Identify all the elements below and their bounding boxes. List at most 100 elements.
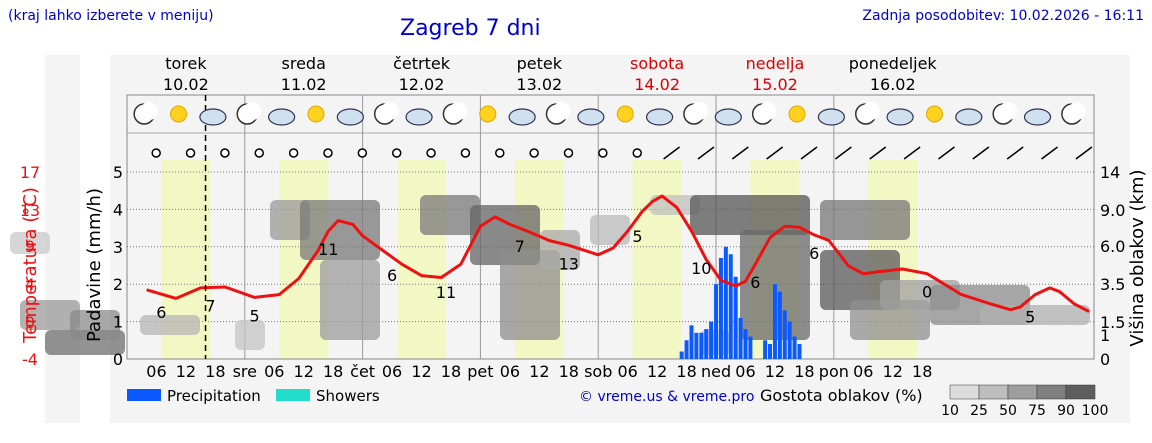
wind-barb-icon: [869, 146, 887, 160]
cloud-patch: [70, 310, 120, 340]
moon-icon: [380, 102, 399, 120]
moon-icon: [861, 102, 880, 120]
precip-tick: 4: [113, 200, 123, 219]
day-name: sreda: [282, 54, 326, 73]
temp-label: 6: [809, 244, 819, 263]
day-date: 15.02: [752, 75, 798, 94]
cloud-height-tick: 3.5: [1100, 275, 1125, 294]
x-tick-label: 12: [411, 362, 431, 381]
x-tick-label: 18: [794, 362, 814, 381]
wind-barb-icon: [1041, 146, 1059, 160]
wind-calm-icon: [563, 148, 574, 158]
moon-icon: [1067, 102, 1086, 120]
precip-bar: [797, 344, 802, 359]
wind-barb-icon: [766, 146, 784, 160]
cloud-density-tick: 100: [1082, 403, 1109, 419]
sun-icon: [925, 105, 943, 123]
cloud-height-tick: 14: [1100, 163, 1120, 182]
wind-barb-icon: [938, 146, 955, 160]
x-tick-label: 06: [618, 362, 638, 381]
x-tick-label: 18: [441, 362, 461, 381]
x-tick-label: 18: [559, 362, 579, 381]
precip-bar: [792, 336, 797, 359]
precip-bar: [772, 284, 777, 359]
day-date: 12.02: [399, 75, 445, 94]
cloud-patch: [140, 315, 200, 335]
day-date: 13.02: [516, 75, 562, 94]
cloud-density-swatch: [1065, 384, 1096, 400]
cloud-icon: [645, 108, 674, 126]
precip-bar: [787, 321, 792, 359]
cloud-icon: [714, 108, 742, 126]
wind-calm-icon: [323, 148, 333, 158]
x-tick-label: sob: [584, 362, 612, 381]
page-title: Zagreb 7 dni: [400, 16, 541, 41]
precip-tick: 5: [113, 163, 123, 182]
sun-icon: [616, 105, 634, 123]
temp-tick: -4: [22, 350, 38, 369]
day-name: nedelja: [746, 54, 805, 73]
temp-label: 5: [250, 306, 260, 325]
wind-barb-icon: [972, 146, 990, 160]
precip-bar: [782, 310, 787, 359]
precip-tick: 0: [113, 350, 123, 369]
cloud-density-tick: 10: [941, 403, 959, 419]
precip-bar: [694, 332, 699, 359]
credit: © vreme.us & vreme.pro: [579, 389, 754, 405]
last-updated: Zadnja posodobitev: 10.02.2026 - 16:11: [862, 8, 1144, 24]
precip-bar: [689, 325, 694, 359]
x-tick-label: 12: [883, 362, 903, 381]
cloud-patch: [20, 300, 80, 330]
cloud-icon: [336, 108, 364, 126]
temp-tick: 4: [25, 275, 35, 294]
cloud-patch: [300, 200, 380, 260]
precip-bar: [679, 351, 684, 359]
temp-label: 5: [1025, 308, 1035, 327]
temp-label: 11: [318, 240, 338, 259]
cloud-height-tick: 1.5: [1100, 313, 1125, 332]
precip-bar: [723, 246, 728, 359]
temp-tick: 9: [25, 237, 35, 256]
day-name: ponedeljek: [849, 54, 938, 73]
wind-calm-icon: [254, 148, 265, 158]
cloud-height-tick: 6.0: [1100, 237, 1125, 256]
cloud-icon: [1023, 108, 1052, 126]
wind-barb-icon: [1075, 146, 1093, 160]
x-tick-label: sre: [233, 362, 257, 381]
x-tick-label: 06: [382, 362, 402, 381]
cloud-height-tick: 9.0: [1100, 201, 1125, 220]
wind-calm-icon: [220, 148, 230, 158]
day-date: 16.02: [870, 75, 916, 94]
x-tick-label: 12: [647, 362, 667, 381]
x-tick-label: 06: [735, 362, 755, 381]
cloud-height-tick: 1: [1100, 326, 1110, 345]
day-date: 11.02: [281, 75, 327, 94]
moon-icon: [999, 102, 1018, 120]
wind-barb-icon: [1006, 146, 1024, 160]
left-panel: [45, 55, 80, 423]
wind-barb-icon: [800, 146, 818, 160]
temp-label: 6: [387, 266, 397, 285]
temp-label: 10: [691, 259, 711, 278]
moon-icon: [758, 102, 777, 120]
legend-showers: Showers: [316, 387, 380, 405]
sun-icon: [479, 105, 497, 123]
day-date: 10.02: [163, 75, 209, 94]
cloud-density-tick: 50: [999, 403, 1017, 419]
precip-bar: [733, 276, 738, 359]
cloud-density-tick: 75: [1028, 403, 1046, 419]
cloud-density-swatch: [1007, 384, 1038, 400]
wind-calm-icon: [529, 148, 539, 158]
wind-calm-icon: [151, 148, 161, 158]
precip-bar: [763, 340, 768, 359]
wind-calm-icon: [460, 148, 471, 158]
moon-icon: [449, 102, 468, 120]
x-tick-label: pet: [467, 362, 493, 381]
precip-tick: 3: [113, 238, 123, 257]
x-tick-label: 18: [912, 362, 932, 381]
x-tick-label: 12: [765, 362, 785, 381]
precip-bar: [777, 291, 782, 359]
location-note: (kraj lahko izberete v meniju): [8, 8, 214, 24]
cloud-patch: [420, 195, 480, 235]
